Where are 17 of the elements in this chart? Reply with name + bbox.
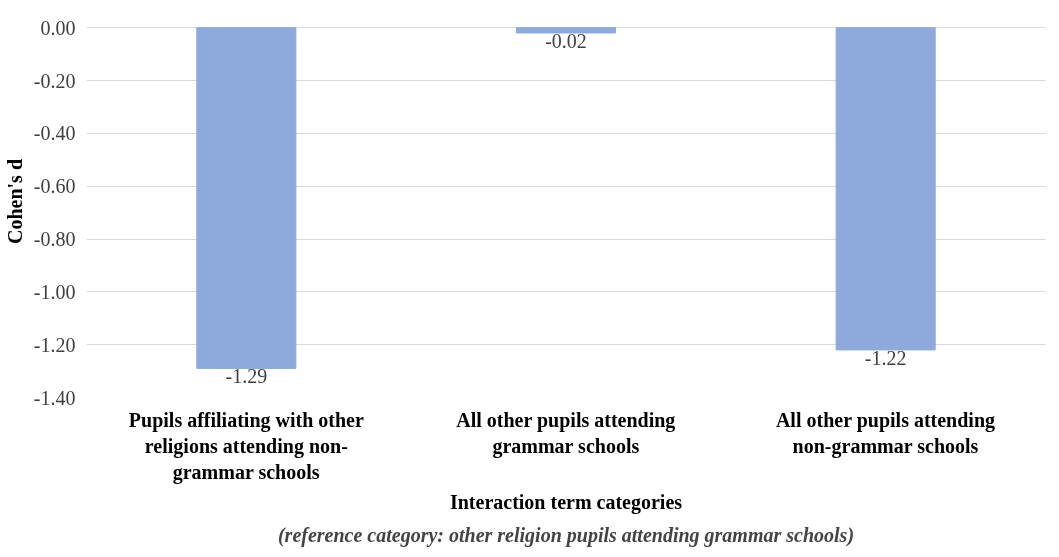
data-label: -1.22 [864, 346, 907, 369]
x-axis-title: Interaction term categories [449, 491, 683, 515]
y-tick-label: -1.40 [33, 386, 76, 409]
data-label: -0.02 [545, 29, 587, 52]
y-axis-title: Cohen's d [3, 158, 26, 245]
x-tick-label: All other pupils attending non-grammar schools [775, 408, 996, 458]
y-tick-label: -0.40 [33, 122, 76, 145]
data-label: -1.29 [225, 365, 268, 388]
text: (reference category: other religion pupils attending grammar schools) [277, 523, 855, 547]
y-tick-label: 0.00 [40, 16, 76, 39]
y-tick-label: -0.20 [33, 69, 76, 92]
y-tick-label: -0.60 [33, 175, 76, 198]
y-tick-label: -0.80 [33, 228, 76, 251]
y-tick-label: -1.20 [33, 333, 76, 356]
x-tick-label: Pupils affiliating with other religions attending non-grammar schools [128, 408, 364, 485]
y-tick-label: -1.00 [33, 280, 76, 303]
x-tick-label: All other pupils attending grammar schools [456, 408, 676, 458]
